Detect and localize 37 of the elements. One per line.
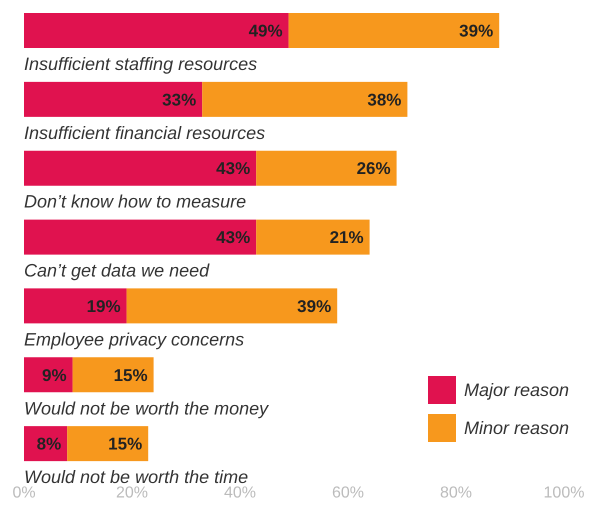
data-label: 39% xyxy=(459,22,494,40)
bar xyxy=(24,82,202,117)
data-label: 38% xyxy=(367,90,402,110)
data-label: 49% xyxy=(248,22,283,40)
y-tick-label: Employee privacy concerns xyxy=(24,329,244,350)
legend-label: Major reason xyxy=(464,380,570,400)
bar xyxy=(256,220,370,255)
x-tick-label: 100% xyxy=(544,484,584,502)
data-label: 8% xyxy=(36,434,62,454)
data-label: 9% xyxy=(42,366,67,385)
y-tick-label: Can’t get data we need xyxy=(24,260,210,281)
x-tick-label: 80% xyxy=(440,484,472,502)
y-tick-label: Insufficient financial resources xyxy=(24,122,266,143)
y-tick-label: Would not be worth the money xyxy=(24,398,270,418)
y-tick-label: Insufficient staffing resources xyxy=(24,54,258,74)
data-label: 26% xyxy=(356,159,391,178)
legend-label: Minor reason xyxy=(464,418,570,438)
bar xyxy=(24,220,256,255)
data-label: 15% xyxy=(108,434,142,454)
x-tick-label: 60% xyxy=(332,484,364,502)
bar xyxy=(288,13,500,48)
bar xyxy=(72,357,154,392)
data-label: 43% xyxy=(216,159,250,178)
data-label: 43% xyxy=(216,228,250,248)
bar xyxy=(67,426,148,462)
data-label: 33% xyxy=(162,90,196,110)
y-tick-label: Don’t know how to measure xyxy=(24,192,246,212)
bar xyxy=(24,150,256,186)
data-label: 39% xyxy=(297,296,332,316)
bar xyxy=(24,13,289,48)
bar xyxy=(24,288,127,324)
bar xyxy=(126,288,338,324)
data-label: 21% xyxy=(330,228,364,248)
bar xyxy=(256,150,397,186)
data-label: 19% xyxy=(86,296,121,316)
data-label: 15% xyxy=(114,366,148,385)
bar xyxy=(202,82,408,117)
